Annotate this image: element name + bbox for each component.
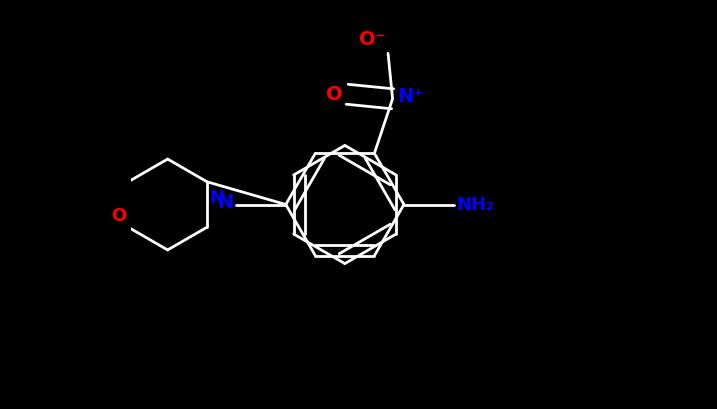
Text: O⁻: O⁻ <box>359 30 386 49</box>
Text: O: O <box>326 85 343 104</box>
Text: O: O <box>110 207 126 225</box>
Text: N⁺: N⁺ <box>397 87 424 106</box>
Text: N: N <box>209 189 224 207</box>
Text: N: N <box>217 193 234 212</box>
Text: NH₂: NH₂ <box>456 196 494 213</box>
